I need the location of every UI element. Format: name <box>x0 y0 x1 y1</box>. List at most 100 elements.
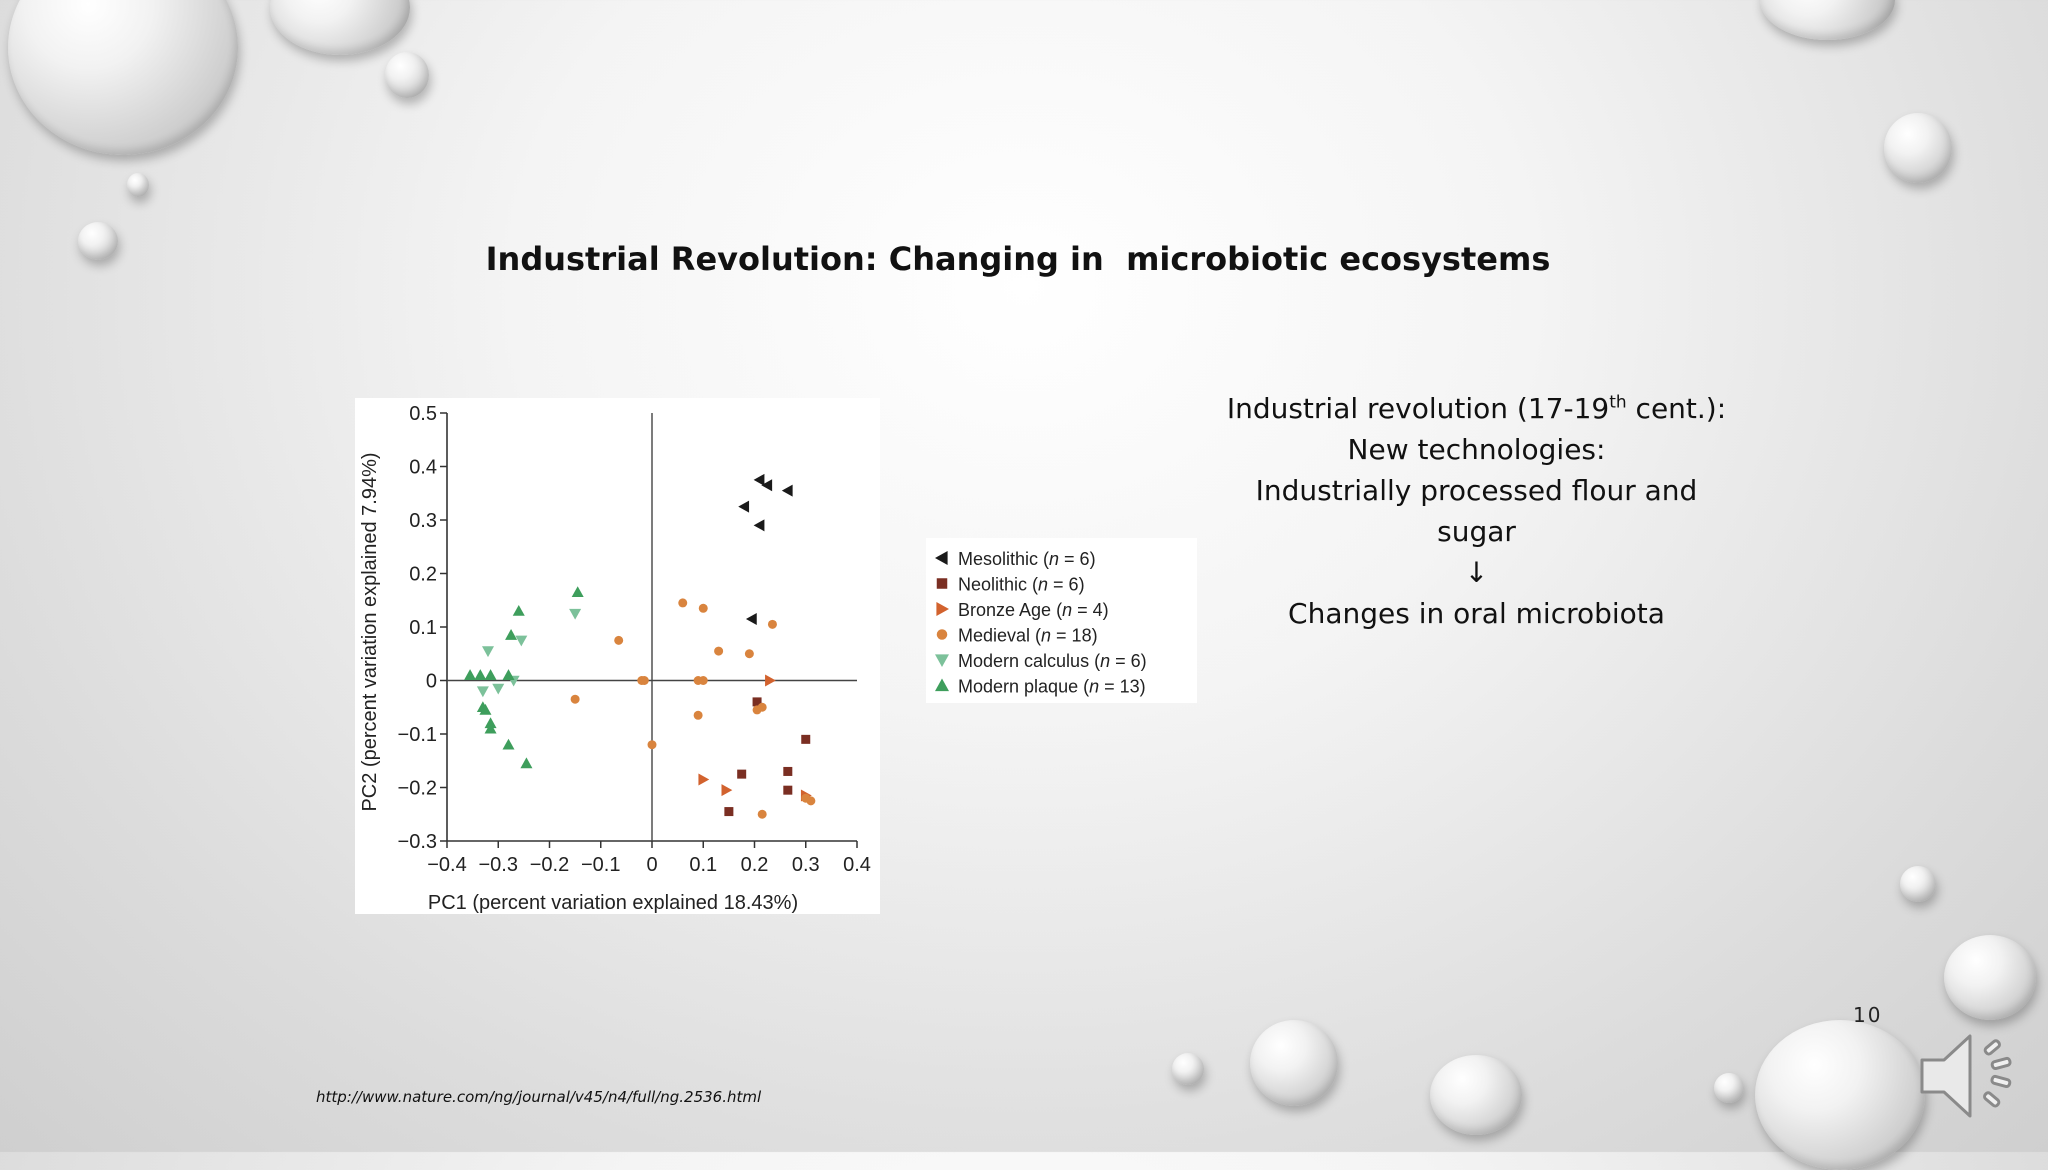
water-drop-decoration <box>1900 866 1936 902</box>
y-tick-label: 0.2 <box>409 564 437 586</box>
chart-svg: PC2 (percent variation explained 7.94%) … <box>359 403 871 914</box>
data-point-modern-plaque <box>474 669 487 680</box>
x-tick-label: −0.4 <box>427 854 466 876</box>
data-point-bronze-age <box>698 773 710 786</box>
data-point-medieval <box>757 809 767 819</box>
y-axis-label: PC2 (percent variation explained 7.94%) <box>359 452 381 811</box>
water-drop-decoration <box>1250 1020 1338 1106</box>
data-point-modern-plaque <box>502 738 515 750</box>
data-point-neolithic <box>737 769 747 779</box>
data-point-modern-calculus <box>569 608 582 620</box>
data-point-medieval <box>693 710 703 720</box>
data-point-modern-calculus <box>476 686 489 698</box>
data-point-neolithic <box>783 766 793 776</box>
x-axis-label: PC1 (percent variation explained 18.43%) <box>428 892 798 914</box>
x-tick-label: 0 <box>646 854 657 876</box>
data-point-neolithic <box>783 785 793 795</box>
y-tick-label: 0 <box>426 671 437 693</box>
data-point-medieval <box>693 676 703 685</box>
data-point-mesolithic <box>781 484 793 497</box>
legend-entry: Medieval (n = 18) <box>958 626 1098 646</box>
data-point-mesolithic <box>753 519 765 532</box>
data-point-medieval <box>752 705 762 715</box>
x-tick-label: −0.3 <box>479 854 518 876</box>
legend-svg: Mesolithic (n = 6) Neolithic (n = 6) Bronz… <box>935 549 1147 697</box>
x-tick-label: 0.2 <box>741 854 769 876</box>
text-line: sugar <box>1437 515 1516 548</box>
slide-title: Industrial Revolution: Changing in micro… <box>485 240 1551 278</box>
text-line: Industrial revolution (17-19th cent.): <box>1226 392 1727 425</box>
data-point-mesolithic <box>761 479 773 492</box>
data-point-medieval <box>801 793 811 803</box>
data-point-medieval <box>570 694 580 704</box>
x-tick-label: −0.1 <box>581 854 620 876</box>
data-point-modern-plaque <box>484 722 497 734</box>
arrow-down-icon: ↓ <box>1464 556 1489 589</box>
x-tick-label: −0.2 <box>530 854 569 876</box>
data-point-modern-plaque <box>479 703 492 715</box>
text-line: New technologies: <box>1347 433 1606 466</box>
y-tick-label: 0.3 <box>409 510 437 532</box>
data-point-medieval <box>678 598 688 608</box>
legend-marker <box>936 578 948 589</box>
pca-scatter-chart: PC2 (percent variation explained 7.94%) … <box>355 398 880 914</box>
data-point-modern-calculus <box>492 683 505 695</box>
water-drop-decoration <box>385 52 429 98</box>
legend-marker <box>935 551 948 565</box>
data-point-neolithic <box>801 734 811 744</box>
y-tick-label: 0.4 <box>409 457 437 479</box>
data-point-modern-plaque <box>502 669 515 680</box>
text-line: Changes in oral microbiota <box>1288 597 1665 630</box>
y-tick-label: 0.5 <box>409 403 437 425</box>
data-point-medieval <box>614 635 624 645</box>
legend-entry: Modern plaque (n = 13) <box>958 677 1146 697</box>
y-tick-label: −0.3 <box>398 831 437 853</box>
slide-text-block: Industrial revolution (17-19th cent.): N… <box>1168 388 1785 634</box>
data-point-medieval <box>639 676 649 685</box>
water-drop-decoration <box>270 0 410 55</box>
legend-entry: Bronze Age (n = 4) <box>958 600 1109 620</box>
water-drop-decoration <box>1944 935 2036 1020</box>
data-point-modern-plaque <box>571 586 584 598</box>
water-drop-decoration <box>8 0 238 155</box>
data-point-modern-plaque <box>464 669 477 680</box>
water-drop-decoration <box>1430 1055 1522 1135</box>
legend-entry: Mesolithic (n = 6) <box>958 549 1096 569</box>
data-point-bronze-age <box>765 674 776 687</box>
data-point-mesolithic <box>753 473 765 486</box>
x-tick-label: 0.1 <box>689 854 717 876</box>
water-drop-decoration <box>1884 113 1952 183</box>
data-point-mesolithic <box>745 612 757 625</box>
chart-legend: Mesolithic (n = 6) Neolithic (n = 6) Bronz… <box>926 538 1197 703</box>
data-point-modern-calculus <box>482 646 494 658</box>
data-point-mesolithic <box>738 500 750 513</box>
legend-entry: Neolithic (n = 6) <box>958 575 1085 595</box>
x-tick-label: 0.3 <box>792 854 820 876</box>
data-point-medieval <box>767 619 777 629</box>
x-tick-label: 0.4 <box>843 854 871 876</box>
page-number: 10 <box>1853 1003 1883 1027</box>
text-line: Industrially processed flour and <box>1255 474 1698 507</box>
data-point-neolithic <box>752 697 762 707</box>
data-point-modern-plaque <box>512 604 525 616</box>
data-point-medieval <box>698 603 708 613</box>
water-drop-decoration <box>127 173 149 197</box>
data-point-modern-plaque <box>484 669 497 680</box>
y-tick-label: 0.1 <box>409 617 437 639</box>
data-point-modern-plaque <box>505 629 518 640</box>
speaker-icon[interactable] <box>1918 1024 2024 1128</box>
data-point-modern-plaque <box>520 757 533 769</box>
water-drop-decoration <box>78 222 118 260</box>
legend-marker <box>935 678 949 692</box>
legend-marker <box>936 629 948 640</box>
data-point-medieval <box>714 646 724 656</box>
water-drop-decoration <box>1760 0 1895 40</box>
data-point-bronze-age <box>721 784 733 797</box>
data-point-medieval <box>744 649 754 659</box>
legend-marker <box>935 654 949 667</box>
legend-marker <box>936 602 949 616</box>
data-point-modern-calculus <box>515 635 528 647</box>
data-point-neolithic <box>724 807 734 817</box>
source-link[interactable]: http://www.nature.com/ng/journal/v45/n4/… <box>316 1088 762 1106</box>
legend-entry: Modern calculus (n = 6) <box>958 651 1147 671</box>
